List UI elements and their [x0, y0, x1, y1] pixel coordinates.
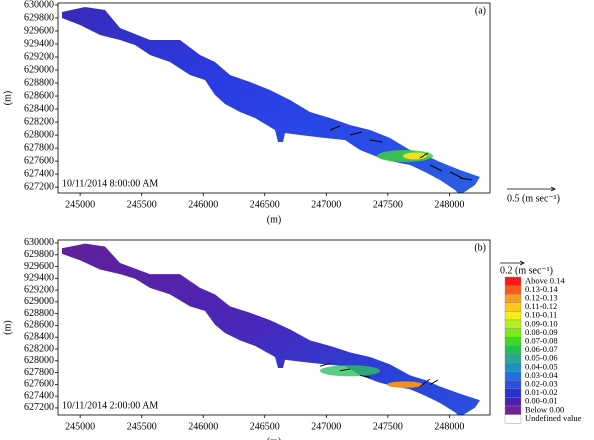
legend-label: 0.01-0.02: [525, 387, 558, 397]
x-tick-label: 245500: [127, 421, 157, 432]
legend-swatch: [504, 294, 522, 304]
y-tick-label: 627600: [24, 379, 54, 390]
y-tick-label: 628600: [24, 320, 54, 331]
legend-label: 0.03-0.04: [525, 370, 558, 380]
plot-frame: [57, 2, 491, 194]
y-tick-label: 629800: [24, 249, 54, 260]
legend-label: 0.12-0.13: [525, 292, 558, 302]
legend-swatch: [504, 388, 522, 398]
legend-swatch: [504, 414, 522, 424]
river-b: [62, 243, 480, 415]
y-tick-label: 628400: [24, 103, 54, 114]
y-tick-label: 628400: [24, 332, 54, 343]
timestamp: 10/11/2014 2:00:00 AM: [62, 400, 158, 411]
x-tick-label: 247500: [373, 421, 403, 432]
legend-swatch: [504, 354, 522, 364]
legend-label: 0.05-0.06: [525, 353, 558, 363]
x-tick-label: 246500: [250, 421, 280, 432]
reference-arrowhead: [550, 186, 556, 192]
legend-swatch: [504, 319, 522, 329]
legend-swatch: [504, 285, 522, 295]
legend-label: 0.07-0.08: [525, 335, 558, 345]
legend-label: Below 0.00: [525, 404, 564, 414]
y-tick-label: 628000: [24, 355, 54, 366]
y-axis-label: (m): [2, 320, 13, 334]
x-tick-label: 248000: [434, 421, 464, 432]
y-tick-label: 627200: [24, 181, 54, 192]
legend-label: Undefined value: [525, 413, 582, 423]
legend-swatch: [504, 337, 522, 347]
y-tick-label: 627600: [24, 155, 54, 166]
y-tick-label: 628200: [24, 116, 54, 127]
legend-label: 0.00-0.01: [525, 396, 558, 406]
y-tick-label: 929400: [24, 38, 54, 49]
legend-swatch: [504, 302, 522, 312]
legend-swatch: [504, 276, 522, 286]
legend-label: 0.02-0.03: [525, 378, 558, 388]
legend-swatch: [504, 405, 522, 415]
x-axis-label: (m): [267, 436, 281, 440]
y-tick-label: 629200: [24, 284, 54, 295]
panel-label: (b): [474, 242, 486, 253]
panel-label: (a): [475, 5, 486, 16]
y-tick-label: 628800: [24, 77, 54, 88]
y-tick-label: 627400: [24, 168, 54, 179]
legend-label: 0.13-0.14: [525, 284, 558, 294]
y-tick-label: 627400: [24, 390, 54, 401]
y-tick-label: 628600: [24, 90, 54, 101]
y-tick-label: 629800: [24, 12, 54, 23]
legend-label: 0.08-0.09: [525, 327, 558, 337]
y-tick-label: 628200: [24, 343, 54, 354]
x-tick-label: 247500: [373, 199, 403, 210]
y-tick-label: 627200: [24, 402, 54, 413]
legend-swatch: [504, 371, 522, 381]
y-tick-label: 628000: [24, 129, 54, 140]
x-tick-label: 246000: [188, 199, 218, 210]
legend-label: 0.04-0.05: [525, 361, 558, 371]
y-tick-label: 627800: [24, 142, 54, 153]
legend-label: Above 0.14: [525, 275, 565, 285]
reference-arrowhead: [519, 260, 525, 266]
y-tick-label: 628800: [24, 308, 54, 319]
y-tick-label: 630000: [24, 237, 54, 248]
y-tick-label: 629200: [24, 51, 54, 62]
reference-vector-label: 0.2 (m sec⁻¹): [500, 265, 553, 276]
legend-swatch: [504, 362, 522, 372]
y-tick-label: 627800: [24, 367, 54, 378]
y-tick-label: 929600: [24, 25, 54, 36]
legend-swatch: [504, 328, 522, 338]
legend-label: 0.10-0.11: [525, 310, 557, 320]
y-tick-label: 929400: [24, 273, 54, 284]
reference-vector-label: 0.5 (m sec⁻¹): [507, 193, 560, 204]
y-tick-label: 630000: [24, 0, 54, 10]
plot-frame: [57, 239, 491, 416]
timestamp: 10/11/2014 8:00:00 AM: [62, 178, 158, 189]
legend-swatch: [504, 380, 522, 390]
legend-label: 0.11-0.12: [525, 301, 557, 311]
x-tick-label: 246000: [188, 421, 218, 432]
legend-label: 0.06-0.07: [525, 344, 558, 354]
x-tick-label: 247000: [311, 421, 341, 432]
x-tick-label: 246500: [250, 199, 280, 210]
x-tick-label: 245000: [65, 199, 95, 210]
x-axis-label: (m): [267, 214, 281, 225]
y-tick-label: 929600: [24, 261, 54, 272]
legend-swatch: [504, 311, 522, 321]
x-tick-label: 247000: [311, 199, 341, 210]
y-axis-label: (m): [2, 91, 13, 105]
legend-swatch: [504, 345, 522, 355]
x-tick-label: 245500: [127, 199, 157, 210]
legend-label: 0.09-0.10: [525, 318, 558, 328]
river-a: [62, 7, 480, 193]
legend-swatch: [504, 397, 522, 407]
x-tick-label: 248000: [434, 199, 464, 210]
y-tick-label: 629000: [24, 64, 54, 75]
x-tick-label: 245000: [65, 421, 95, 432]
y-tick-label: 629000: [24, 296, 54, 307]
